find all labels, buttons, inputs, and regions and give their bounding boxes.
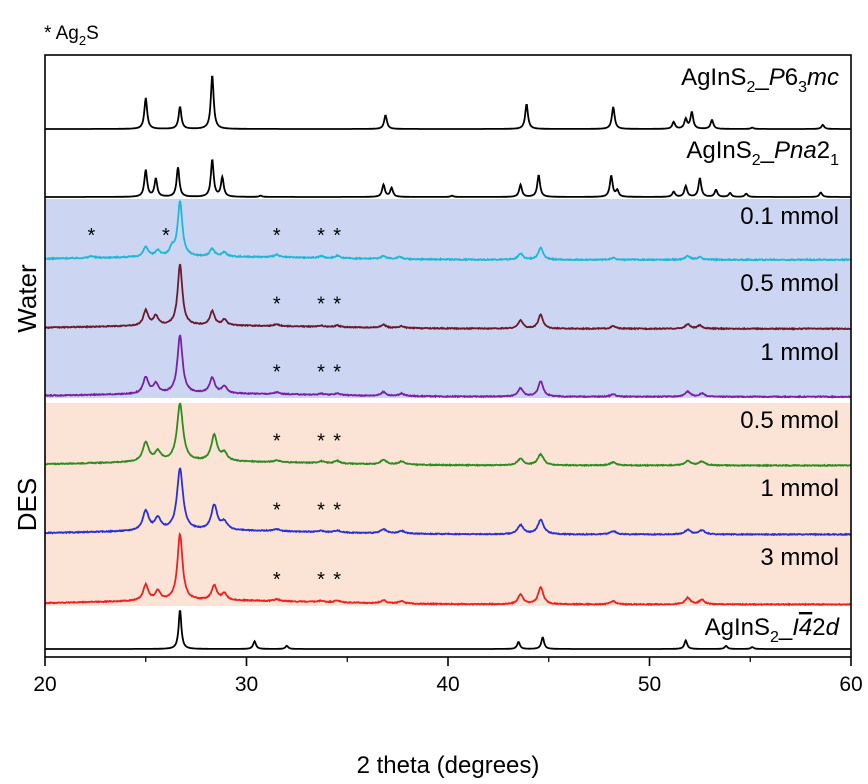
star-marker: *: [333, 430, 341, 452]
trace-ref_i42d: [45, 610, 851, 650]
band-water: [45, 199, 851, 398]
trace-water_1: [44, 334, 852, 399]
label-ref_pna21: AgInS2_Pna21: [686, 137, 839, 169]
pattern-traces: [44, 75, 852, 650]
band-des: [45, 403, 851, 606]
x-axis: 20 30 40 50 60: [33, 657, 863, 696]
group-label-water: Water: [12, 264, 42, 333]
x-axis-label: 2 theta (degrees): [357, 752, 540, 779]
star-marker: *: [273, 499, 281, 521]
star-marker: *: [273, 293, 281, 315]
pattern-labels: AgInS2_P63mc AgInS2_Pna21 0.1 mmol 0.5 mmol…: [681, 64, 840, 646]
trace-ref_p63mc: [45, 75, 851, 130]
star-marker: *: [317, 362, 325, 384]
star-marker: *: [273, 362, 281, 384]
trace-des_1: [44, 467, 852, 537]
ag2s-markers: * * * * * * * * * * * * * * * * * * * *: [87, 225, 341, 591]
group-labels: Water DES: [12, 264, 42, 531]
star-marker: *: [333, 569, 341, 591]
label-des_1: 1 mmol: [760, 475, 839, 502]
x-tick-label: 20: [33, 673, 56, 696]
star-marker: *: [162, 225, 170, 247]
star-marker: *: [317, 569, 325, 591]
trace-des_05: [44, 402, 852, 468]
legend-note: * Ag2S: [44, 23, 99, 48]
star-marker: *: [273, 569, 281, 591]
star-marker: *: [333, 362, 341, 384]
star-marker: *: [273, 430, 281, 452]
trace-ref_pna21: [45, 159, 851, 198]
trace-des_3: [45, 532, 851, 607]
star-marker: *: [333, 293, 341, 315]
trace-water_01: [44, 200, 851, 262]
label-des_3: 3 mmol: [760, 544, 839, 571]
x-tick-label: 30: [235, 673, 258, 696]
x-tick-label: 50: [638, 673, 661, 696]
star-marker: *: [317, 499, 325, 521]
group-backgrounds: [45, 199, 851, 606]
label-water_1: 1 mmol: [760, 339, 839, 366]
star-marker: *: [317, 225, 325, 247]
trace-water_05: [44, 263, 852, 331]
label-ref_i42d: AgInS2_I42d: [705, 614, 840, 646]
label-water_01: 0.1 mmol: [740, 203, 839, 230]
label-ref_p63mc: AgInS2_P63mc: [681, 64, 839, 96]
star-marker: *: [317, 430, 325, 452]
x-tick-label: 60: [839, 673, 862, 696]
star-marker: *: [333, 225, 341, 247]
star-marker: *: [87, 225, 95, 247]
label-water_05: 0.5 mmol: [740, 270, 839, 297]
label-des_05: 0.5 mmol: [740, 407, 839, 434]
star-marker: *: [333, 499, 341, 521]
group-label-des: DES: [12, 478, 42, 531]
star-marker: *: [317, 293, 325, 315]
x-tick-label: 40: [436, 673, 459, 696]
star-marker: *: [273, 225, 281, 247]
